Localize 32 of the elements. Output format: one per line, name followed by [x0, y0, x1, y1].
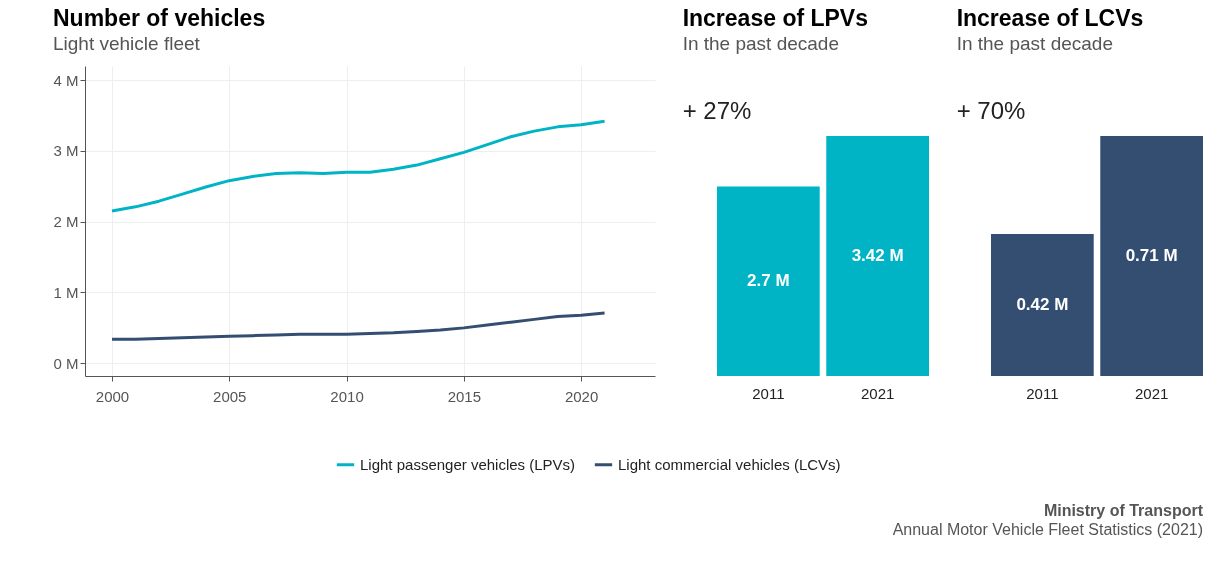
y-tick-label: 0 M	[53, 354, 79, 372]
data-label: 0.42 M	[1016, 295, 1069, 315]
legend-label: Light passenger vehicles (LPVs)	[360, 455, 576, 473]
y-tick-label: 2 M	[53, 213, 79, 231]
chart-title: Increase of LPVs	[682, 5, 868, 31]
data-label: 2.7 M	[747, 271, 790, 291]
x-tick-label: 2011	[752, 384, 785, 402]
text: + 27%	[682, 97, 752, 124]
y-tick-label: 4 M	[53, 71, 79, 89]
x-tick-label: 2005	[213, 387, 247, 405]
x-tick-label: 2021	[860, 384, 895, 402]
chart-title: Increase of LCVs	[956, 5, 1144, 31]
x-tick-label: 2021	[1134, 384, 1169, 402]
legend-label: Light commercial vehicles (LCVs)	[618, 455, 841, 473]
y-tick-label: 1 M	[53, 283, 79, 301]
text: Ministry of Transport	[1043, 502, 1204, 519]
data-label: 3.42 M	[851, 246, 904, 265]
line-series	[110, 311, 607, 341]
x-tick-label: 2015	[447, 387, 482, 405]
text: Annual Motor Vehicle Fleet Statistics (2021)	[892, 521, 1203, 538]
chart-subtitle: Light vehicle fleet	[53, 33, 201, 54]
y-tick-label: 3 M	[53, 142, 79, 160]
data-label: 0.71 M	[1125, 246, 1178, 265]
x-tick-label: 2000	[95, 387, 130, 405]
x-tick-label: 2020	[564, 387, 599, 405]
chart-title: Number of vehicles	[53, 5, 266, 31]
text: + 70%	[956, 97, 1026, 124]
chart-subtitle: In the past decade	[956, 33, 1113, 54]
x-tick-label: 2011	[1026, 384, 1059, 402]
chart-subtitle: In the past decade	[682, 33, 839, 54]
line-series	[110, 119, 607, 213]
x-tick-label: 2010	[330, 387, 364, 405]
